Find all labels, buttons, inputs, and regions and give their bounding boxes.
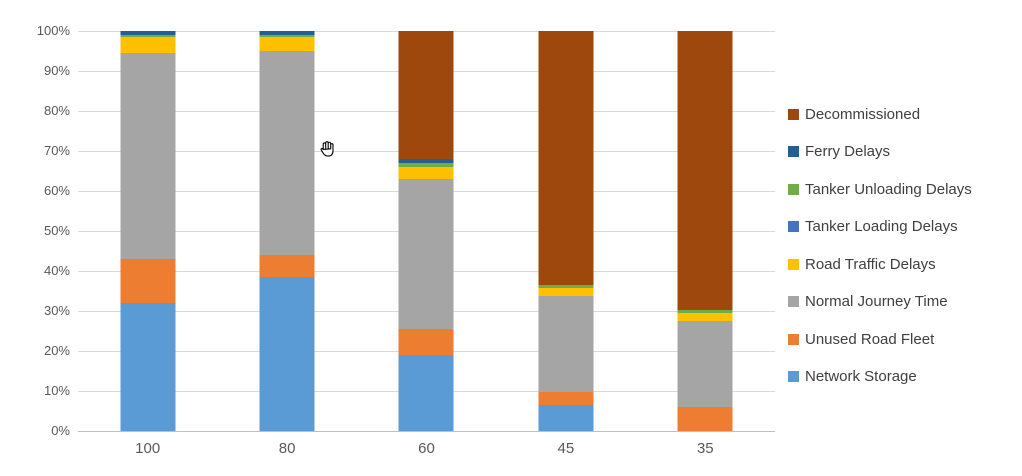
bar-segment-normal-journey-time[interactable]	[538, 296, 594, 392]
y-axis-tick-label: 30%	[43, 303, 70, 318]
legend-item-normal-journey-time[interactable]: Normal Journey Time	[788, 292, 948, 312]
bar-segment-network-storage[interactable]	[398, 355, 454, 431]
legend-swatch-icon	[788, 333, 799, 345]
bar-slot-100	[78, 31, 217, 431]
x-axis-category-label: 80	[278, 440, 296, 457]
bar-segment-ferry-delays[interactable]	[259, 31, 315, 35]
legend-item-tanker-unloading-delays[interactable]: Tanker Unloading Delays	[788, 179, 972, 199]
legend-item-decommissioned[interactable]: Decommissioned	[788, 104, 920, 124]
bar-slot-35	[636, 31, 775, 431]
bar-segment-decommissioned[interactable]	[677, 31, 733, 310]
legend-label: Road Traffic Delays	[805, 255, 936, 273]
bar-segment-unused-road-fleet[interactable]	[120, 259, 176, 303]
bar-segment-tanker-unloading-delays[interactable]	[538, 285, 594, 288]
bar-segment-tanker-unloading-delays[interactable]	[677, 310, 733, 313]
legend-swatch-icon	[788, 221, 799, 232]
bar-column-35[interactable]	[677, 31, 733, 431]
bar-segment-decommissioned[interactable]	[538, 31, 594, 285]
y-axis-tick-label: 60%	[43, 183, 70, 198]
bar-column-80[interactable]	[259, 31, 315, 431]
bar-segment-tanker-unloading-delays[interactable]	[259, 35, 315, 37]
legend-label: Unused Road Fleet	[805, 330, 935, 348]
legend-swatch-icon	[788, 108, 799, 120]
x-axis-category-label: 35	[696, 440, 714, 457]
bar-segment-ferry-delays[interactable]	[120, 31, 176, 35]
legend-label: Network Storage	[805, 368, 917, 385]
bar-column-100[interactable]	[120, 31, 176, 431]
bar-segment-tanker-unloading-delays[interactable]	[398, 163, 454, 167]
bar-column-60[interactable]	[398, 31, 454, 431]
y-axis-tick-label: 20%	[43, 343, 70, 358]
legend-item-tanker-loading-delays[interactable]: Tanker Loading Delays	[788, 217, 958, 237]
legend-item-unused-road-fleet[interactable]: Unused Road Fleet	[788, 329, 934, 349]
bar-segment-network-storage[interactable]	[259, 277, 315, 431]
legend-swatch-icon	[788, 146, 799, 157]
bar-segment-normal-journey-time[interactable]	[677, 321, 733, 407]
legend-swatch-icon	[788, 296, 799, 307]
legend-swatch-icon	[788, 258, 799, 270]
legend-label: Decommissioned	[805, 105, 921, 123]
bar-segment-ferry-delays[interactable]	[398, 159, 454, 163]
y-axis-tick-label: 80%	[43, 103, 70, 118]
legend-item-network-storage[interactable]: Network Storage	[788, 367, 917, 387]
x-axis-category-label: 60	[418, 440, 435, 457]
bar-segment-unused-road-fleet[interactable]	[259, 255, 315, 277]
legend-item-road-traffic-delays[interactable]: Road Traffic Delays	[788, 254, 936, 274]
bar-segment-normal-journey-time[interactable]	[259, 51, 315, 255]
bar-slot-80	[217, 31, 356, 431]
y-axis-tick-label: 0%	[51, 423, 70, 438]
bar-segment-road-traffic-delays[interactable]	[259, 37, 315, 51]
bar-segment-road-traffic-delays[interactable]	[677, 313, 733, 321]
y-axis-tick-label: 10%	[43, 383, 70, 398]
bar-segment-network-storage[interactable]	[538, 405, 594, 431]
plot-area[interactable]	[78, 31, 775, 432]
bar-segment-road-traffic-delays[interactable]	[120, 37, 176, 53]
legend-swatch-icon	[788, 183, 799, 195]
legend-swatch-icon	[788, 371, 799, 382]
legend-label: Normal Journey Time	[805, 293, 948, 310]
y-axis-tick-label: 70%	[43, 143, 70, 158]
bar-segment-network-storage[interactable]	[120, 303, 176, 431]
bar-segment-road-traffic-delays[interactable]	[398, 167, 454, 179]
bar-segment-unused-road-fleet[interactable]	[538, 392, 594, 405]
legend-item-ferry-delays[interactable]: Ferry Delays	[788, 142, 890, 162]
bar-column-45[interactable]	[538, 31, 594, 431]
y-axis-tick-label: 90%	[43, 63, 70, 78]
y-axis-tick-label: 50%	[43, 223, 70, 238]
bar-segment-road-traffic-delays[interactable]	[538, 288, 594, 296]
bar-slot-45	[496, 31, 635, 431]
bar-slot-60	[357, 31, 496, 431]
legend-label: Tanker Unloading Delays	[805, 180, 972, 198]
legend-label: Ferry Delays	[805, 143, 891, 160]
x-axis-category-label: 100	[135, 440, 161, 457]
bar-segment-unused-road-fleet[interactable]	[398, 329, 454, 355]
bar-segment-normal-journey-time[interactable]	[398, 179, 454, 329]
bar-segment-unused-road-fleet[interactable]	[677, 407, 733, 431]
bar-segment-tanker-unloading-delays[interactable]	[120, 35, 176, 37]
bar-segment-decommissioned[interactable]	[398, 31, 454, 159]
x-axis-category-label: 45	[557, 440, 575, 457]
gridline	[78, 431, 775, 432]
bar-segment-normal-journey-time[interactable]	[120, 53, 176, 259]
y-axis-tick-label: 40%	[43, 263, 70, 278]
y-axis-tick-label: 100%	[36, 23, 70, 38]
legend-label: Tanker Loading Delays	[805, 218, 958, 235]
